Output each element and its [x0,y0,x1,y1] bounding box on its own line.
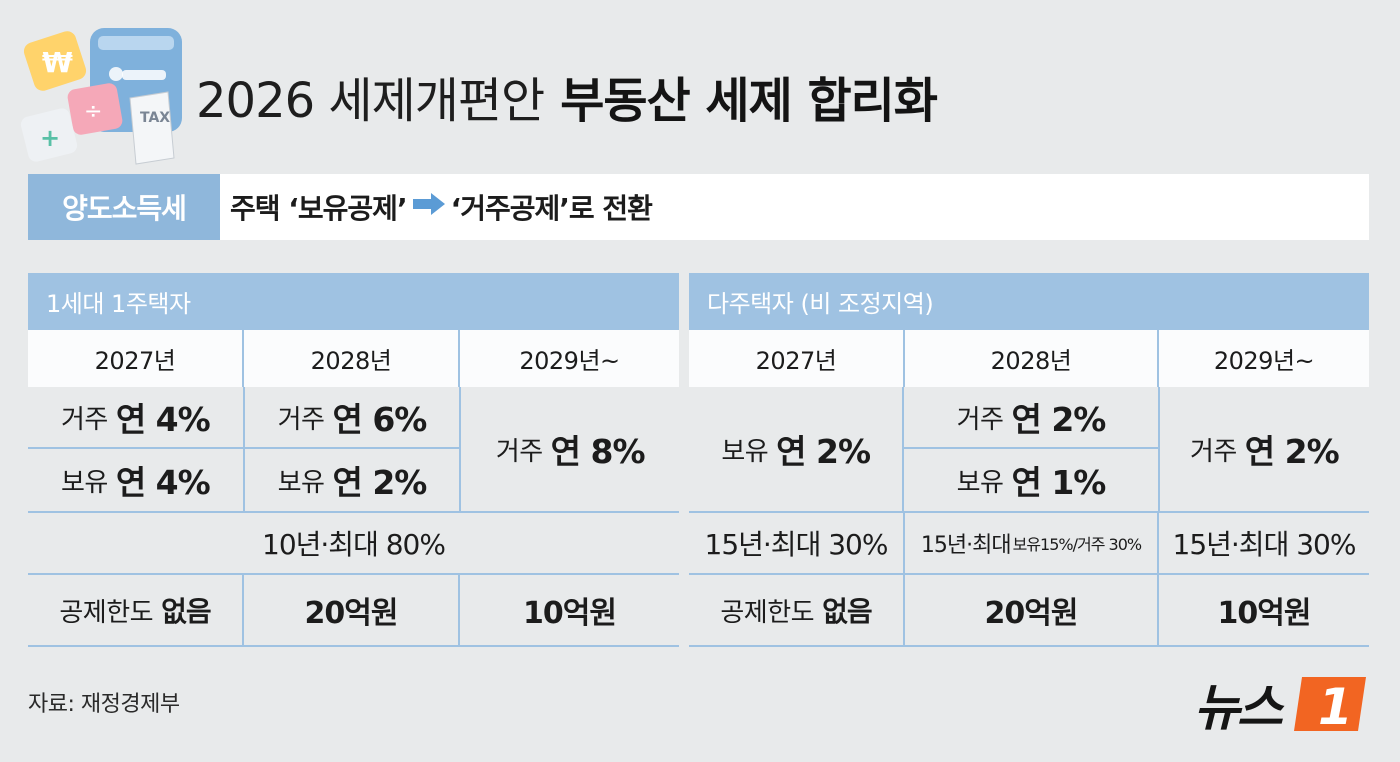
limit-cell: 20억원 [244,575,460,645]
page-title: 2026 세제개편안 부동산 세제 합리화 [196,56,938,136]
subheader-description: 주택 ‘보유공제’ ‘거주공제’로 전환 [220,187,653,227]
subheader-label: 양도소득세 [28,174,220,240]
arrow-right-icon [411,191,447,224]
panel-single-home: 1세대 1주택자 2027년 2028년 2029년~ 거주 연 4% 보유 연 4… [28,273,679,647]
logo-mark-icon: 1 [1294,677,1366,736]
year-header: 2028년 [244,330,460,387]
limit-cell: 공제한도 없음 [28,575,244,645]
limit-cell: 10억원 [523,596,617,631]
rate-cell: 거주 연 2% [1189,432,1340,471]
limit-cell: 20억원 [905,575,1159,645]
subheader-bar: 양도소득세 주택 ‘보유공제’ ‘거주공제’로 전환 [28,174,1369,240]
period-cell: 15년·최대 30% [1172,528,1357,561]
rate-cell: 거주 연 6% [244,387,460,449]
logo-text: 뉴스 [1194,679,1283,737]
tax-calculator-illustration: TAX ÷ + ₩ [20,28,182,165]
rate-cell: 보유 연 2% [689,387,905,511]
period-cell: 10년·최대 80% [262,528,446,561]
period-cell: 15년·최대 30% [689,513,905,573]
news1-logo: 뉴스 1 [1194,668,1372,740]
rate-cell: 거주 연 8% [495,432,646,471]
rate-cell: 거주 연 4% [28,387,243,449]
table-grid: 2027년 2028년 2029년~ 보유 연 2% 거주 연 2% 보유 연 1% … [689,330,1369,647]
title-bold: 부동산 세제 합리화 [560,73,938,129]
limit-cell: 공제한도 없음 [689,575,905,645]
limit-cell: 10억원 [1217,596,1312,631]
subheader-right: ‘거주공제’로 전환 [450,192,653,225]
year-header: 2027년 [28,330,244,387]
rate-cell: 보유 연 2% [277,463,428,502]
svg-text:1: 1 [1318,678,1353,736]
source-text: 자료: 재정경제부 [28,692,180,717]
table-grid: 2027년 2028년 2029년~ 거주 연 4% 보유 연 4% 거주 연 6% … [28,330,679,647]
title-light: 2026 세제개편안 [196,73,545,129]
svg-text:₩: ₩ [42,46,73,79]
subheader-left: 주택 ‘보유공제’ [230,192,408,225]
svg-text:TAX: TAX [140,110,170,126]
year-header: 2028년 [905,330,1159,387]
svg-text:+: + [40,124,60,152]
rate-cell: 보유 연 1% [956,463,1107,502]
year-header: 2027년 [689,330,905,387]
period-cell: 15년·최대 보유15%/거주 30% [905,513,1159,573]
rate-cell: 보유 연 4% [60,463,211,502]
panel-multi-home: 다주택자 (비 조정지역) 2027년 2028년 2029년~ 보유 연 2% … [689,273,1369,647]
panel-title: 1세대 1주택자 [28,273,679,330]
year-header: 2029년~ [460,330,679,387]
panel-title: 다주택자 (비 조정지역) [689,273,1369,330]
year-header: 2029년~ [1159,330,1369,387]
rate-cell: 거주 연 2% [904,387,1158,449]
svg-text:÷: ÷ [84,99,102,124]
